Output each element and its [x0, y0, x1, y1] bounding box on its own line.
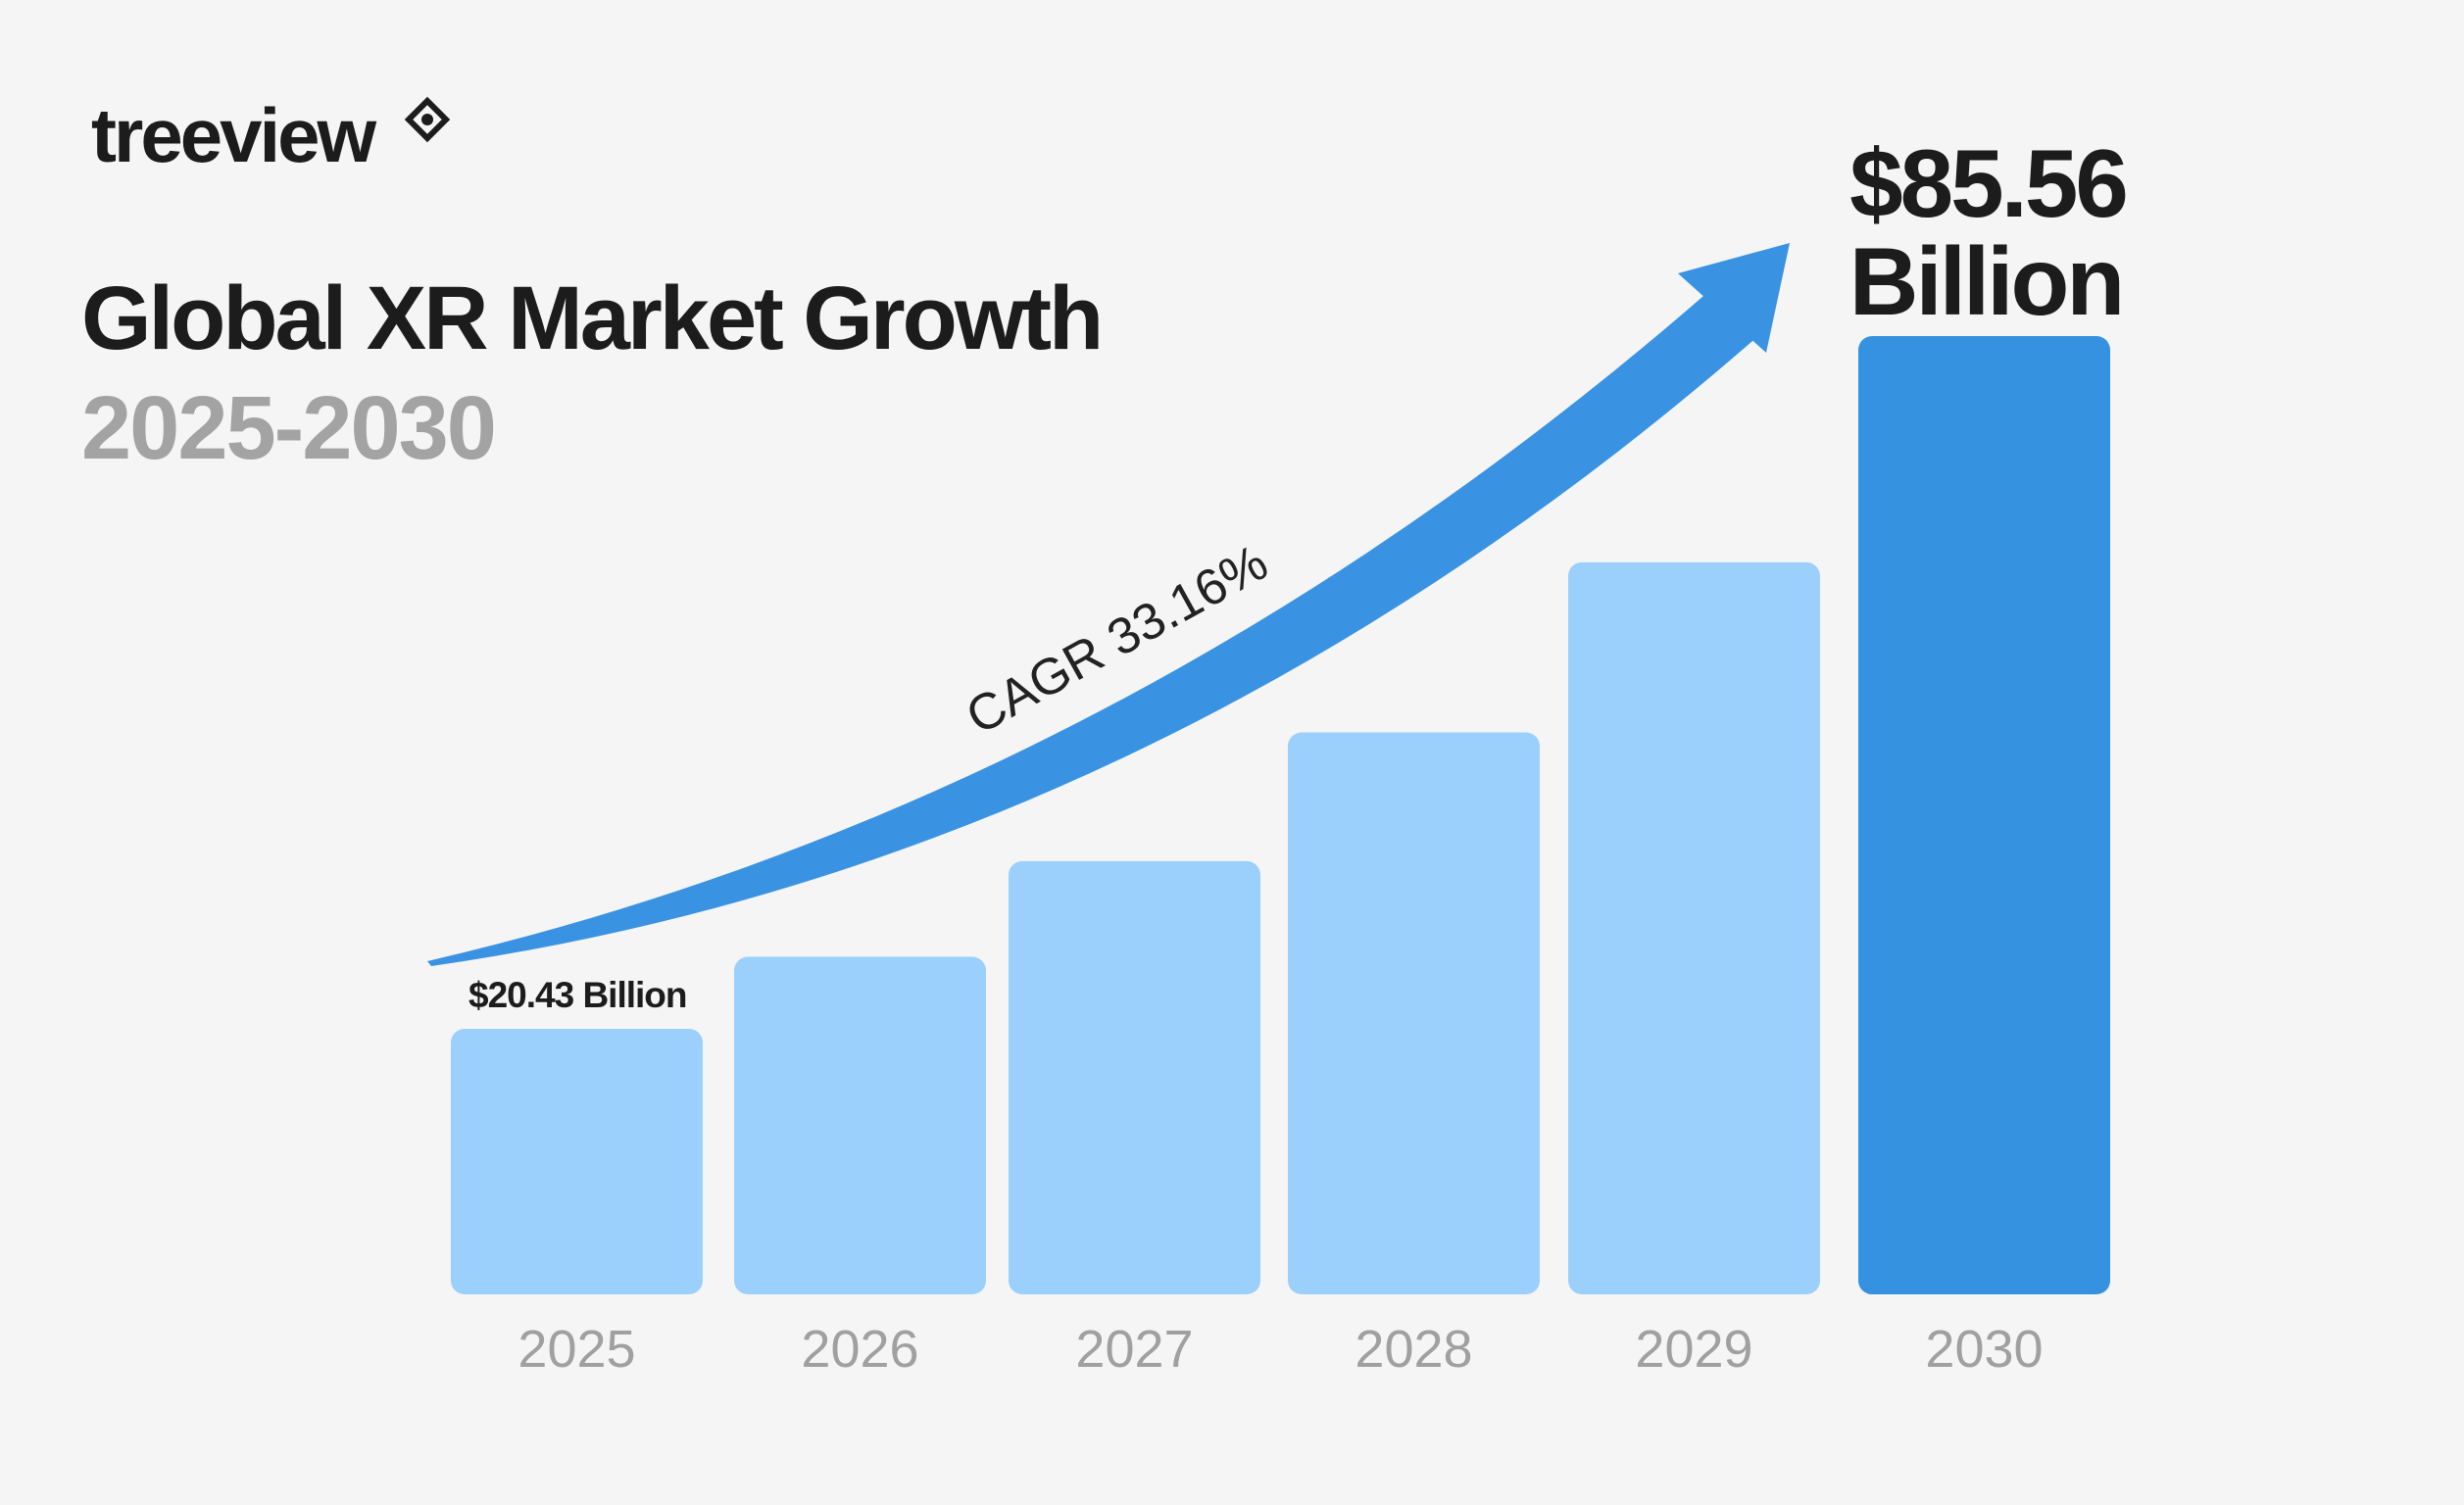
x-tick-label: 2028 [1355, 1320, 1472, 1379]
bar-2028 [1288, 732, 1540, 1294]
growth-arrow-head [1678, 243, 1790, 353]
chart-subtitle: 2025-2030 [81, 378, 495, 478]
bar-2029 [1568, 561, 1820, 1294]
growth-arrow [427, 243, 1790, 966]
diamond-circle-logo-icon [404, 96, 451, 143]
bar-2025 [451, 1029, 703, 1294]
bar-2027 [1009, 860, 1260, 1294]
x-tick-label: 2027 [1075, 1320, 1193, 1379]
last-bar-value-label: $85.56 [1849, 129, 2126, 237]
bar-2026 [734, 956, 986, 1294]
x-tick-label: 2026 [801, 1320, 918, 1379]
x-tick-label: 2025 [517, 1320, 635, 1379]
first-bar-label: $20.43 Billion [468, 975, 687, 1015]
brand-logo-text: treeview [91, 92, 377, 178]
chart-title: Global XR Market Growth [81, 268, 1101, 368]
bar-2030 [1858, 336, 2110, 1294]
last-bar-unit-label: Billion [1849, 227, 2122, 335]
x-tick-label: 2030 [1925, 1320, 2043, 1379]
x-tick-label: 2029 [1635, 1320, 1752, 1379]
